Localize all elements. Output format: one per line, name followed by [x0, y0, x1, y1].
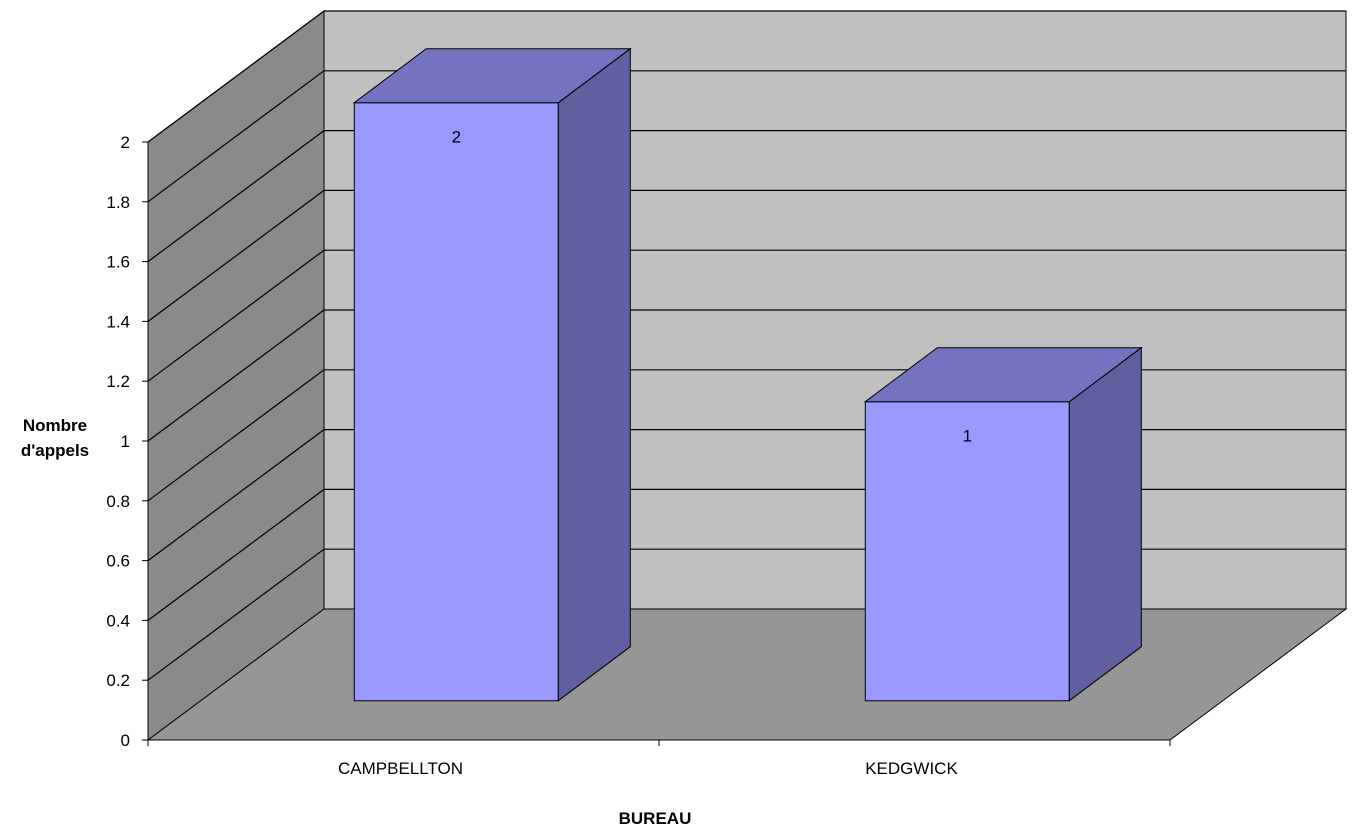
- bar-top-face: [352, 48, 632, 104]
- y-axis-title-line1: Nombre: [23, 416, 87, 435]
- y-axis-title-line2: d'appels: [21, 441, 89, 460]
- y-tick-label: 1.2: [106, 372, 130, 391]
- y-tick-label: 0.4: [106, 611, 130, 630]
- y-tick-label: 1.8: [106, 193, 130, 212]
- y-tick-label: 2: [121, 133, 130, 152]
- bar: 2: [352, 47, 632, 702]
- bars: 21: [352, 47, 1143, 702]
- x-axis: CAMPBELLTON KEDGWICK: [147, 739, 1171, 778]
- y-tick-label: 0.2: [106, 671, 130, 690]
- bar-front-face: [353, 102, 559, 702]
- x-axis-title: BUREAU: [619, 809, 692, 828]
- bar-front-face: [864, 401, 1070, 702]
- y-tick-label: 0.6: [106, 552, 130, 571]
- x-tick-label: KEDGWICK: [865, 759, 958, 778]
- y-tick-label: 0.8: [106, 492, 130, 511]
- y-tick-label: 1: [121, 432, 130, 451]
- y-axis: 0 0.2 0.4 0.6 0.8 1 1.2 1.4 1.6 1.8 2: [106, 133, 149, 750]
- bar-side-face: [557, 47, 631, 702]
- y-tick-label: 1.6: [106, 253, 130, 272]
- chart-floor: [146, 608, 1348, 741]
- y-tick-label: 1.4: [106, 312, 130, 331]
- data-label: 2: [452, 128, 461, 147]
- data-label: 1: [963, 427, 972, 446]
- bar: 1: [863, 346, 1143, 702]
- bar-top-face: [863, 347, 1143, 403]
- x-tick-label: CAMPBELLTON: [338, 759, 463, 778]
- bar-side-face: [1068, 346, 1142, 702]
- y-tick-label: 0: [121, 731, 130, 750]
- gridline: [147, 10, 1346, 143]
